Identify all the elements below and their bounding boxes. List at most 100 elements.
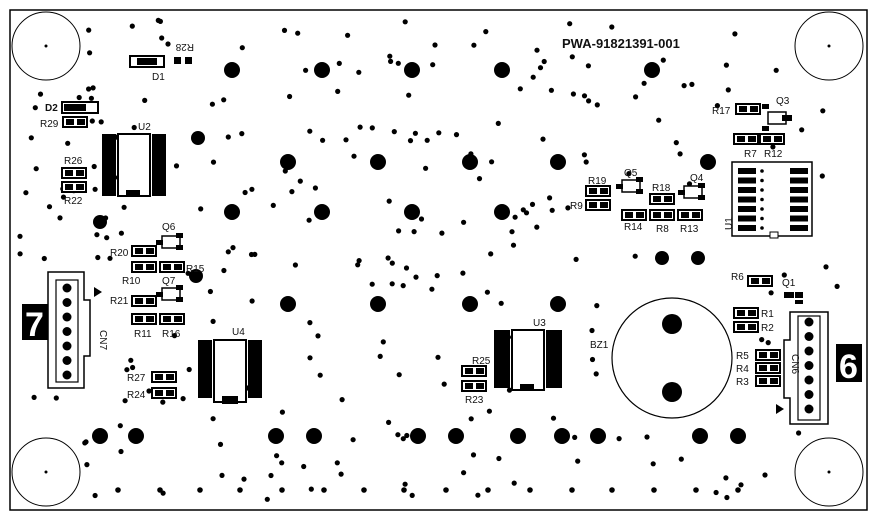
via <box>660 57 666 63</box>
via <box>76 94 82 101</box>
label-r17: R17 <box>712 106 731 117</box>
large-pad <box>692 428 708 444</box>
via <box>589 356 596 363</box>
large-pad <box>691 251 705 265</box>
large-pad <box>550 296 566 312</box>
u1-via <box>760 169 764 173</box>
via <box>820 108 826 114</box>
via <box>823 264 829 270</box>
u1-via <box>760 178 764 183</box>
via <box>32 105 38 111</box>
via <box>511 480 517 486</box>
label-r8: R8 <box>656 224 669 235</box>
resistor-r24: R24 <box>127 387 177 401</box>
via <box>197 487 203 493</box>
large-pad <box>306 428 322 444</box>
via <box>575 458 581 464</box>
large-pad <box>314 204 330 220</box>
via <box>334 460 340 466</box>
via <box>345 32 351 38</box>
u1-pin <box>738 206 756 212</box>
via <box>768 290 774 296</box>
via <box>677 151 683 157</box>
u1-pin <box>738 215 756 222</box>
cn6-pin <box>804 404 814 414</box>
large-pad <box>494 204 510 220</box>
via <box>307 355 313 361</box>
via <box>423 165 429 171</box>
via <box>117 423 123 429</box>
via <box>406 92 412 98</box>
via <box>819 173 825 179</box>
resistor-r13: R13 <box>677 209 703 235</box>
via <box>549 207 555 213</box>
label-bz1: BZ1 <box>590 340 609 351</box>
via <box>770 144 776 150</box>
cn7-pin <box>62 312 72 322</box>
label-r24: R24 <box>127 390 146 401</box>
via <box>468 416 474 422</box>
via <box>37 91 44 97</box>
label-r3: R3 <box>736 377 749 388</box>
large-pad <box>370 154 386 170</box>
via <box>586 98 592 104</box>
via <box>165 41 171 47</box>
label-u3: U3 <box>533 318 546 329</box>
via <box>336 60 342 66</box>
via <box>131 124 137 131</box>
large-pad <box>510 428 526 444</box>
resistor-r15: R15 <box>159 261 205 275</box>
cn6-pin <box>804 332 814 341</box>
label-r26: R26 <box>64 156 83 167</box>
via <box>388 58 394 64</box>
large-pad <box>410 428 426 444</box>
ic-u2: U2 <box>102 122 166 197</box>
via <box>400 283 406 289</box>
large-pad <box>550 154 566 170</box>
cn6-pin <box>804 361 814 370</box>
via <box>651 487 657 493</box>
resistor-r22: R22 <box>61 181 87 207</box>
label-r6: R6 <box>731 272 744 283</box>
cn6-pin <box>804 317 814 327</box>
via <box>385 255 391 261</box>
via <box>724 494 730 501</box>
via <box>396 372 402 378</box>
via <box>23 190 29 196</box>
diode-d1: D1 <box>129 55 165 83</box>
via <box>735 487 741 493</box>
via <box>88 95 94 101</box>
via <box>485 487 491 493</box>
via <box>225 134 231 140</box>
via <box>92 492 98 499</box>
via <box>338 471 344 477</box>
via <box>28 135 34 141</box>
via <box>274 453 280 459</box>
via <box>303 67 309 73</box>
via <box>31 394 37 400</box>
via <box>537 65 544 71</box>
via <box>53 395 59 401</box>
via <box>402 481 408 487</box>
via <box>157 18 163 24</box>
via <box>404 432 410 439</box>
via <box>307 320 313 326</box>
via <box>173 163 180 169</box>
label-r23: R23 <box>465 395 484 406</box>
transistor-q6: Q6 <box>156 222 183 250</box>
via <box>762 472 768 478</box>
via <box>403 265 410 271</box>
via <box>468 151 474 157</box>
via-field <box>17 17 840 502</box>
via <box>570 91 577 97</box>
label-q5: Q5 <box>624 168 638 179</box>
label-d1: D1 <box>152 72 165 83</box>
via <box>540 136 546 142</box>
via <box>380 339 386 345</box>
via <box>424 137 430 143</box>
via <box>567 21 573 27</box>
u1-via <box>760 197 764 202</box>
large-pad <box>462 296 478 312</box>
large-pad <box>224 204 240 220</box>
via <box>270 202 276 208</box>
